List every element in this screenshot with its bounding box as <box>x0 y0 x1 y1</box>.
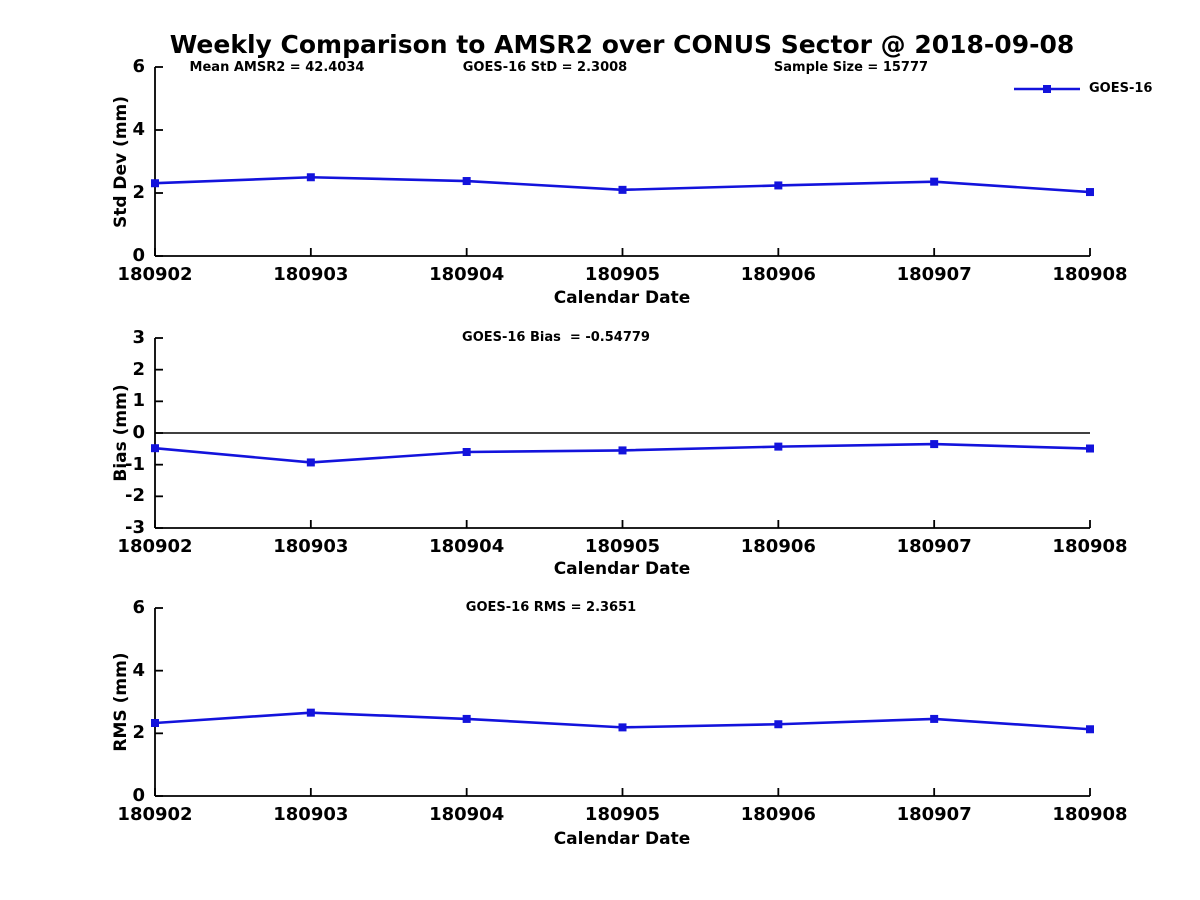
data-point-marker <box>306 708 315 717</box>
annotation-mean-amsr2: Mean AMSR2 = 42.4034 <box>189 60 365 75</box>
data-point-marker <box>1086 725 1094 734</box>
data-point-marker <box>774 181 783 190</box>
x-tick-label: 180904 <box>429 804 505 825</box>
data-point-marker <box>618 446 627 455</box>
annotation-goes16-std: GOES-16 StD = 2.3008 <box>462 60 628 75</box>
y-tick-label: 0 <box>132 785 145 806</box>
x-tick-label: 180906 <box>740 264 816 285</box>
y-tick-label: 2 <box>132 358 145 380</box>
annotation-goes16-bias: GOES-16 Bias = -0.54779 <box>462 330 650 345</box>
y-tick-label: -2 <box>125 485 145 507</box>
x-tick-label: 180903 <box>273 536 349 557</box>
x-tick-label: 180906 <box>740 804 816 825</box>
x-tick-label: 180903 <box>273 264 349 285</box>
data-point-marker <box>462 714 471 723</box>
data-point-marker <box>618 723 627 732</box>
x-tick-label: 180907 <box>896 536 972 557</box>
plot-std-dev <box>151 66 1094 257</box>
data-point-marker <box>151 179 159 188</box>
x-tick-label: 180905 <box>584 804 661 825</box>
x-tick-label: 180902 <box>117 264 193 285</box>
y-tick-label: 6 <box>132 56 145 77</box>
data-point-marker <box>930 714 939 723</box>
annotation-goes16-rms: GOES-16 RMS = 2.3651 <box>465 600 637 615</box>
legend-label: GOES-16 <box>1089 81 1153 96</box>
x-tick-label: 180908 <box>1052 536 1128 557</box>
legend-marker-square <box>1043 85 1051 93</box>
data-point-marker <box>1086 444 1094 453</box>
plot-rms <box>151 607 1094 797</box>
x-tick-label: 180908 <box>1052 264 1128 285</box>
x-tick-label: 180907 <box>896 804 972 825</box>
x-tick-label: 180903 <box>273 804 349 825</box>
legend: GOES-16 <box>1012 82 1152 96</box>
y-tick-label: -3 <box>125 517 145 538</box>
x-tick-label: 180905 <box>584 264 661 285</box>
x-tick-label: 180905 <box>584 536 661 557</box>
xlabel-calendar-date-1: Calendar Date <box>553 288 691 308</box>
y-tick-label: 1 <box>132 390 145 412</box>
data-point-marker <box>618 185 627 194</box>
y-tick-label: 2 <box>132 182 145 203</box>
x-tick-label: 180904 <box>429 264 505 285</box>
data-point-marker <box>930 177 939 186</box>
annotation-sample-size: Sample Size = 15777 <box>773 60 929 75</box>
x-tick-label: 180908 <box>1052 804 1128 825</box>
data-point-marker <box>306 458 315 467</box>
y-tick-label: 3 <box>132 327 145 348</box>
ylabel-std-dev: Std Dev (mm) <box>111 95 131 229</box>
data-point-marker <box>151 718 159 727</box>
data-point-marker <box>462 448 471 456</box>
x-tick-label: 180902 <box>117 804 193 825</box>
plot-bias <box>151 337 1094 529</box>
data-point-marker <box>151 444 159 453</box>
xlabel-calendar-date-2: Calendar Date <box>553 559 691 579</box>
data-point-marker <box>774 720 783 729</box>
data-point-marker <box>1086 188 1094 197</box>
legend-line-sample <box>1014 85 1080 93</box>
data-point-marker <box>306 173 315 182</box>
y-tick-label: 0 <box>132 245 145 266</box>
y-tick-label: 0 <box>132 422 145 443</box>
y-tick-label: 6 <box>132 597 145 618</box>
y-tick-label: 4 <box>132 659 145 681</box>
x-tick-label: 180906 <box>740 536 816 557</box>
x-tick-label: 180907 <box>896 264 972 285</box>
xlabel-calendar-date-3: Calendar Date <box>553 829 691 849</box>
x-tick-label: 180904 <box>429 536 505 557</box>
y-tick-label: 2 <box>132 722 145 744</box>
y-tick-label: -1 <box>125 453 145 475</box>
data-point-marker <box>930 440 939 449</box>
data-point-marker <box>774 442 783 451</box>
y-tick-label: 4 <box>132 119 145 140</box>
x-tick-label: 180902 <box>117 536 193 557</box>
figure-title: Weekly Comparison to AMSR2 over CONUS Se… <box>169 30 1075 59</box>
data-point-marker <box>462 177 471 186</box>
